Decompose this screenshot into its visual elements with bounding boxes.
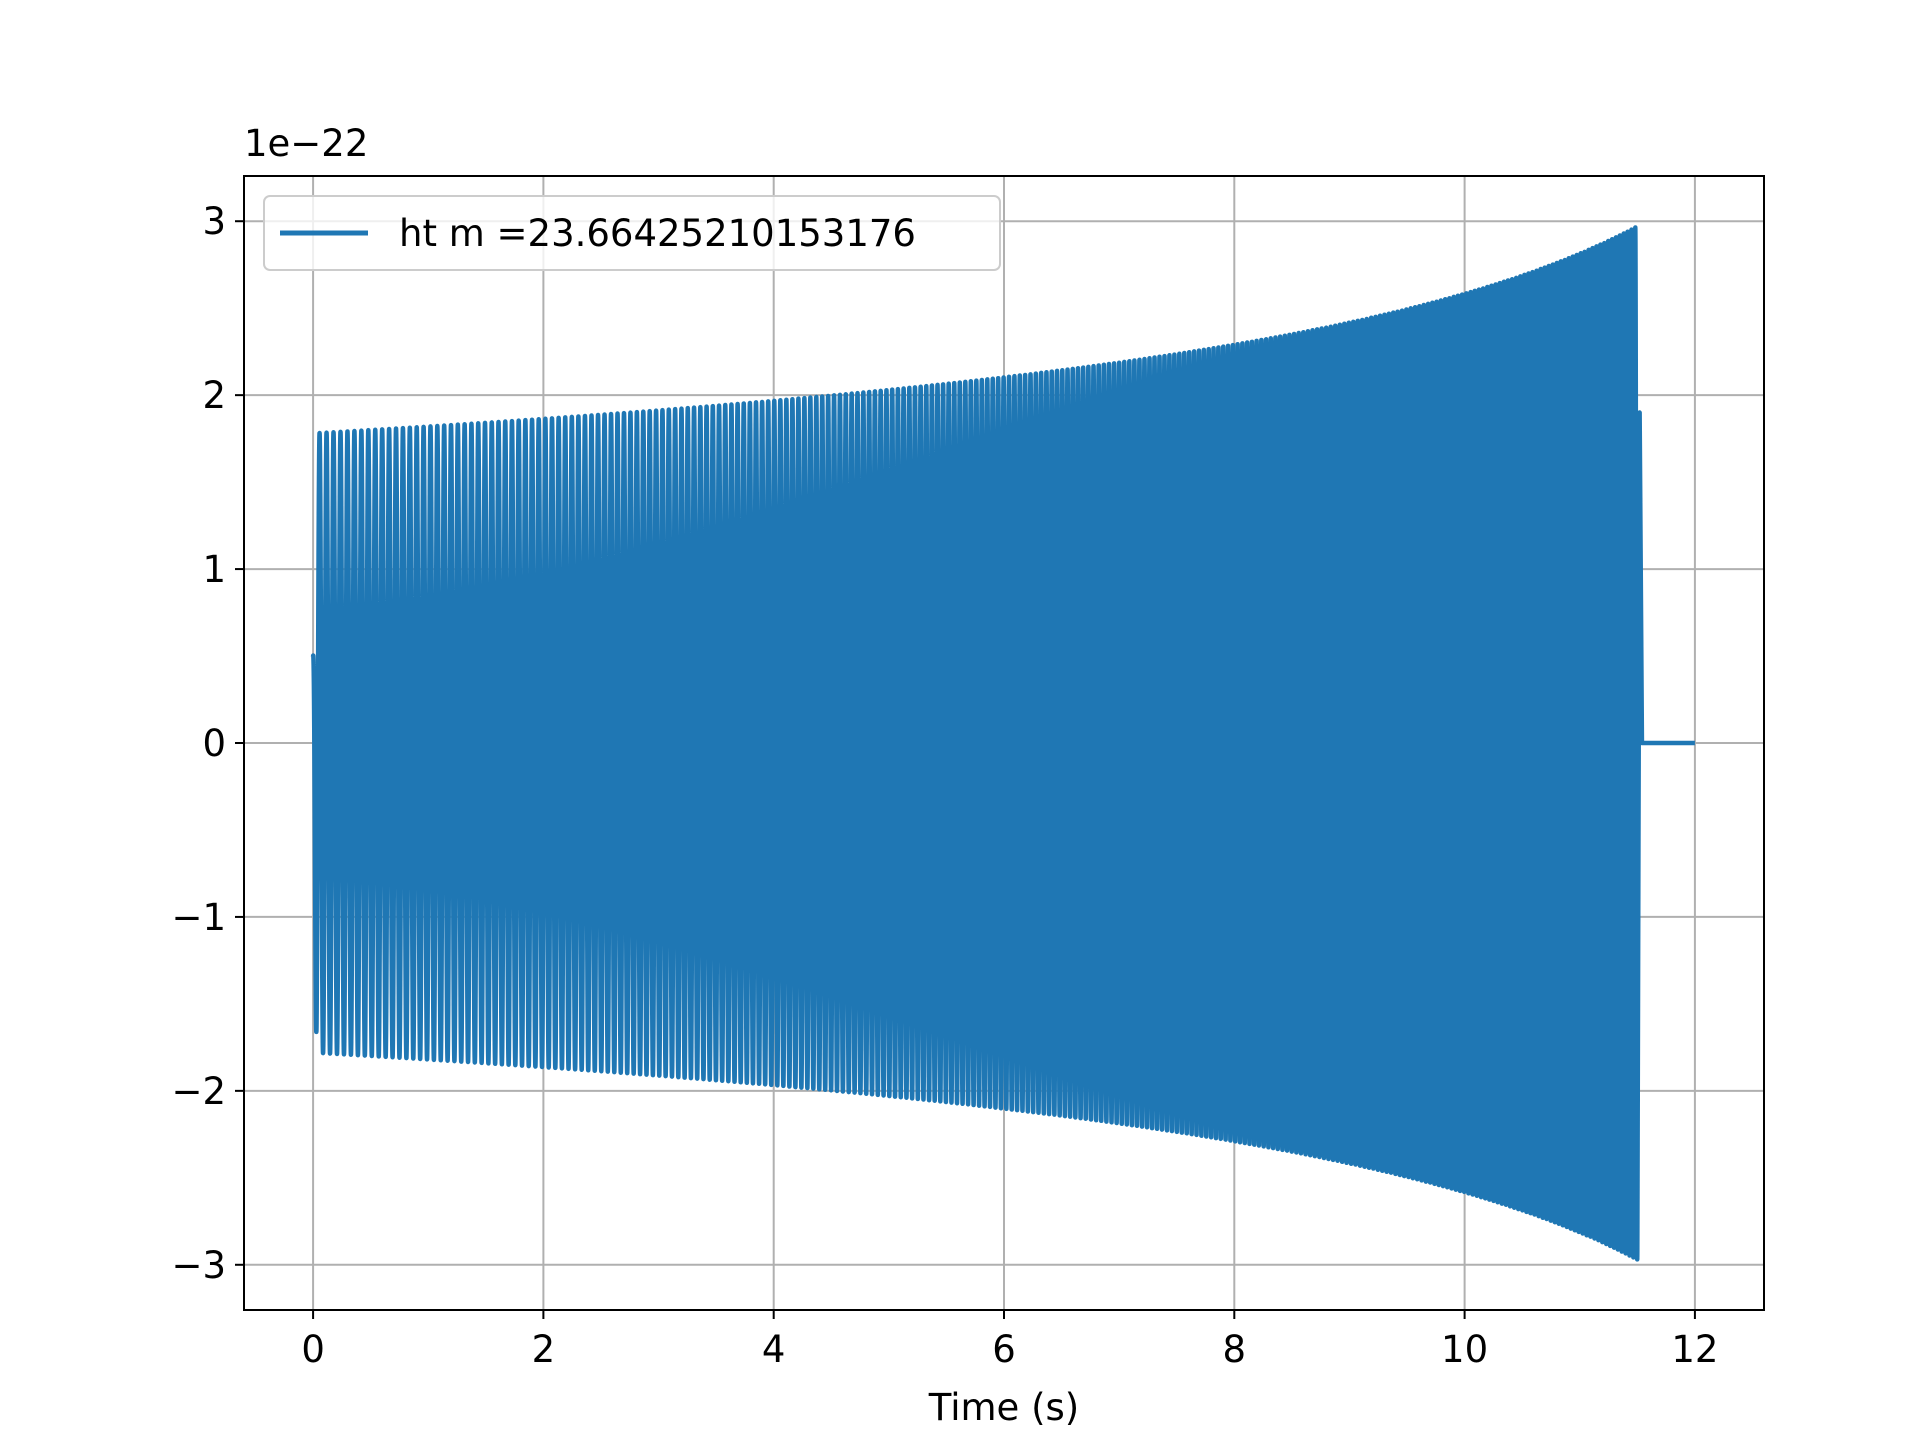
y-tick-label: 0 xyxy=(202,722,226,765)
plot-area xyxy=(310,225,1695,1262)
x-tick-label: 0 xyxy=(301,1328,325,1371)
x-tick-label: 2 xyxy=(532,1328,556,1371)
y-tick-label: −2 xyxy=(171,1070,226,1113)
x-axis-label: Time (s) xyxy=(928,1386,1079,1429)
y-tick-label: −1 xyxy=(171,896,226,939)
y-tick-label: −3 xyxy=(171,1244,226,1287)
x-tick-label: 12 xyxy=(1671,1328,1718,1371)
legend-entry: ht m =23.66425210153176 xyxy=(399,212,916,255)
x-tick-label: 4 xyxy=(762,1328,786,1371)
y-tick-label: 3 xyxy=(202,200,226,243)
series-line-ht xyxy=(310,225,1695,1262)
y-tick-label: 1 xyxy=(202,548,226,591)
x-tick-label: 8 xyxy=(1223,1328,1247,1371)
x-tick-label: 10 xyxy=(1441,1328,1488,1371)
legend: ht m =23.66425210153176 xyxy=(263,195,1001,271)
x-tick-label: 6 xyxy=(992,1328,1016,1371)
y-offset-text: 1e−22 xyxy=(244,122,368,165)
legend-box xyxy=(263,195,1001,271)
y-tick-label: 2 xyxy=(202,374,226,417)
